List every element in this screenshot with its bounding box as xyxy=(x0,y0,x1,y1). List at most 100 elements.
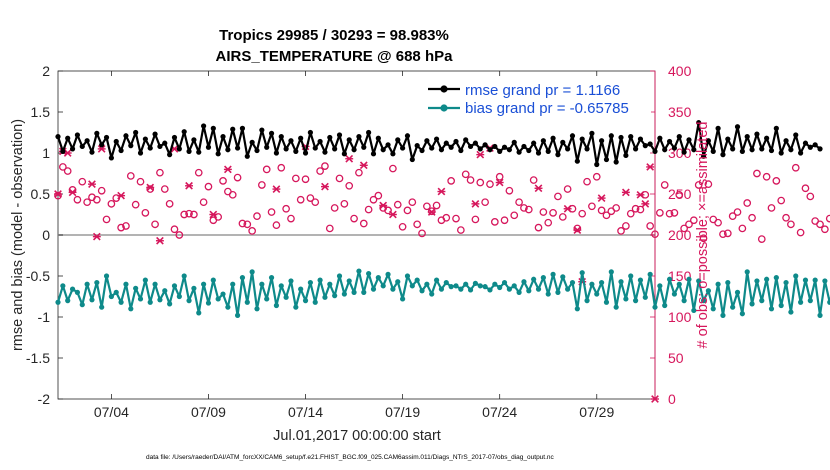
rmse-point xyxy=(60,148,66,154)
obs-possible-marker xyxy=(500,216,509,225)
obs-assimilated-marker xyxy=(563,204,572,213)
rmse-point xyxy=(433,136,440,142)
bias-point xyxy=(55,299,61,305)
rmse-point xyxy=(574,158,580,164)
bias-point xyxy=(671,291,678,297)
obs-possible-marker xyxy=(296,195,305,204)
obs-possible-marker xyxy=(359,219,368,228)
bias-point xyxy=(89,297,95,303)
obs-possible-marker xyxy=(311,198,320,207)
bias-point xyxy=(79,302,85,308)
rmse-point xyxy=(254,147,260,154)
obs-possible-marker xyxy=(83,198,91,207)
right-tick-label: 150 xyxy=(668,268,692,284)
bias-point xyxy=(715,281,721,287)
obs-possible-marker xyxy=(486,180,494,189)
bias-point xyxy=(234,312,241,318)
obs-possible-marker xyxy=(757,235,766,243)
obs-assimilated-marker xyxy=(597,194,606,202)
rmse-point xyxy=(385,142,391,148)
obs-possible-marker xyxy=(156,168,164,177)
obs-possible-marker xyxy=(651,230,659,239)
rmse-point xyxy=(579,136,585,142)
obs-possible-marker xyxy=(665,209,674,218)
bias-point xyxy=(322,294,328,300)
bias-point xyxy=(754,278,760,284)
rmse-point xyxy=(414,143,420,149)
rmse-point xyxy=(181,129,187,135)
rmse-point xyxy=(798,150,804,156)
rmse-point xyxy=(526,147,532,154)
obs-possible-marker xyxy=(228,190,237,199)
obs-possible-marker xyxy=(821,225,829,234)
obs-possible-marker xyxy=(534,223,543,232)
rmse-point xyxy=(351,147,357,153)
bias-point xyxy=(230,281,236,287)
obs-possible-marker xyxy=(801,184,810,193)
obs-assimilated-marker xyxy=(155,236,164,245)
obs-possible-marker xyxy=(505,186,514,195)
rmse-point xyxy=(230,126,236,132)
rmse-point xyxy=(783,138,789,144)
bias-point xyxy=(385,271,391,277)
legend-rmse-label: rmse grand pr = 1.1166 xyxy=(465,82,620,99)
legend-rmse-marker xyxy=(440,85,448,93)
bias-point xyxy=(332,293,338,299)
bias-point xyxy=(336,273,343,279)
rmse-point xyxy=(205,144,212,150)
bias-point xyxy=(458,286,464,292)
rmse-point xyxy=(628,134,634,140)
obs-possible-marker xyxy=(670,209,679,217)
rmse-point xyxy=(128,143,134,149)
rmse-point xyxy=(662,147,668,153)
rmse-point xyxy=(739,148,745,154)
rmse-point xyxy=(613,159,619,165)
obs-possible-marker xyxy=(78,177,87,186)
bias-point xyxy=(623,296,629,302)
obs-assimilated-marker xyxy=(92,232,101,241)
rmse-point xyxy=(94,130,100,136)
bias-point xyxy=(302,298,309,304)
rmse-point xyxy=(812,142,818,148)
rmse-point xyxy=(584,146,590,152)
obs-assimilated-marker xyxy=(388,210,397,219)
obs-possible-marker xyxy=(219,177,227,185)
rmse-point xyxy=(99,142,105,148)
obs-assimilated-marker xyxy=(495,178,504,187)
bias-point xyxy=(492,281,498,287)
bias-point xyxy=(327,281,333,287)
obs-possible-marker xyxy=(287,214,295,223)
obs-possible-marker xyxy=(238,219,247,228)
obs-possible-marker xyxy=(160,185,169,193)
obs-possible-marker xyxy=(272,221,281,230)
bias-point xyxy=(142,277,148,283)
obs-possible-marker xyxy=(418,229,426,238)
bias-point xyxy=(370,286,377,292)
obs-possible-marker xyxy=(733,208,742,216)
rmse-point xyxy=(395,137,401,143)
bias-point xyxy=(113,289,119,295)
bias-point xyxy=(783,279,789,286)
rmse-point xyxy=(79,143,85,150)
bias-point xyxy=(725,279,731,286)
obs-assimilated-marker xyxy=(54,190,62,198)
left-tick-label: -1.5 xyxy=(26,350,50,366)
obs-possible-marker xyxy=(146,185,155,193)
bias-point xyxy=(259,281,265,287)
bias-point xyxy=(749,301,755,307)
rmse-point xyxy=(273,150,280,156)
x-tick-label: 07/24 xyxy=(482,404,517,420)
bias-point xyxy=(60,283,66,289)
obs-possible-marker xyxy=(767,204,776,212)
rmse-point xyxy=(239,125,246,131)
obs-possible-marker xyxy=(306,194,315,202)
chart-title-line-1: Tropics 29985 / 30293 = 98.983% xyxy=(219,27,449,44)
legend-box xyxy=(422,79,651,119)
rmse-point xyxy=(521,143,527,150)
rmse-point xyxy=(458,147,464,154)
rmse-point xyxy=(268,130,275,136)
bias-point xyxy=(569,279,576,286)
rmse-point xyxy=(390,151,396,157)
bias-point xyxy=(239,275,246,281)
obs-possible-marker xyxy=(461,170,470,179)
